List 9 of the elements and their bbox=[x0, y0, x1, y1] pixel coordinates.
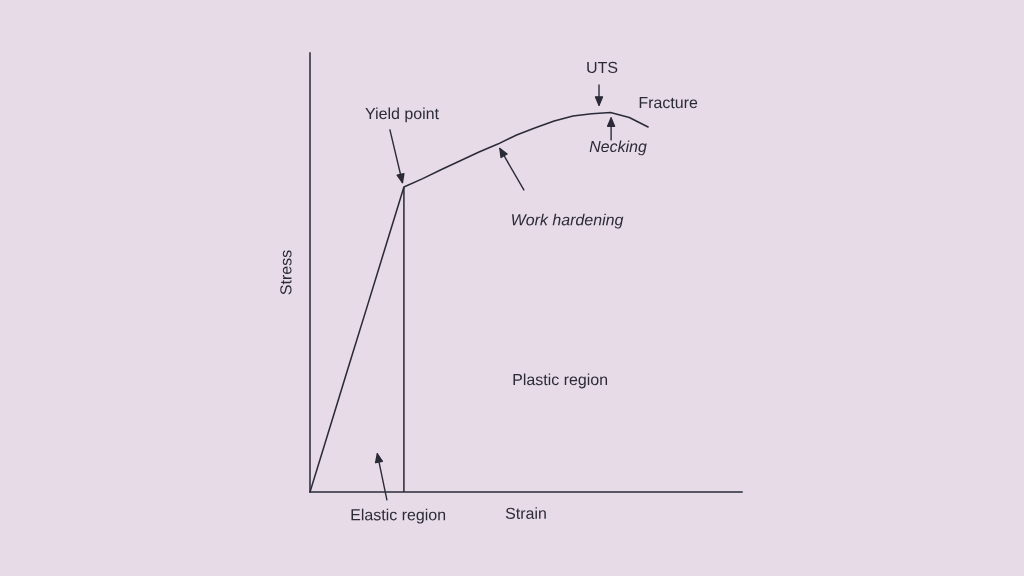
y-axis-title: Stress bbox=[280, 250, 292, 295]
text: Fracture bbox=[639, 97, 698, 109]
text: Elastic region bbox=[351, 508, 446, 524]
annotation: Plastic region bbox=[513, 373, 608, 389]
annotation: Work hardening bbox=[512, 213, 624, 229]
annotation: Necking bbox=[589, 140, 647, 156]
x-axis-title: Strain bbox=[505, 507, 546, 520]
text: UTS bbox=[587, 61, 618, 74]
annotation: Yield point bbox=[365, 107, 439, 123]
